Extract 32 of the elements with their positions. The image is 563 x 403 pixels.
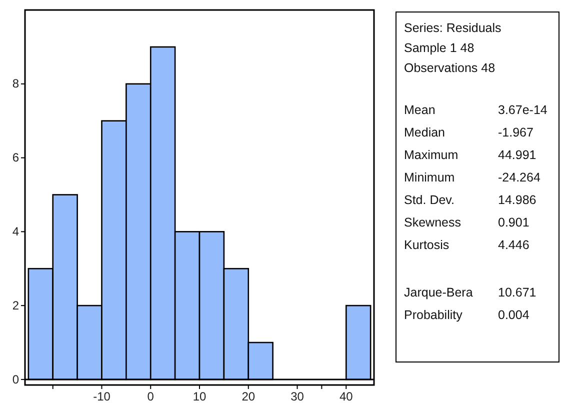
text: Probability — [404, 308, 464, 322]
text: 44.991 — [498, 148, 536, 162]
text: Jarque-Bera — [404, 286, 473, 300]
y-tick-label: 0 — [12, 372, 20, 386]
text: 4.446 — [498, 238, 530, 252]
x-tick-label: 10 — [192, 390, 206, 403]
y-tick-label: 4 — [12, 224, 20, 239]
y-tick-label: 8 — [12, 76, 20, 91]
text: 10.671 — [498, 286, 536, 300]
x-tick-label: 40 — [339, 390, 354, 403]
text: -24.264 — [498, 170, 540, 184]
text: Kurtosis — [404, 238, 450, 252]
x-tick-label: -10 — [93, 390, 111, 403]
text: Mean — [404, 103, 436, 117]
y-tick-label: 6 — [12, 150, 20, 165]
x-tick-label: 20 — [242, 390, 256, 403]
text: Maximum — [404, 148, 458, 162]
x-tick-label: 0 — [147, 390, 154, 403]
text: 3.67e-14 — [498, 103, 548, 117]
text: Skewness — [404, 216, 461, 230]
text: Median — [404, 126, 446, 140]
text: 0.901 — [498, 216, 530, 230]
text: 0.004 — [498, 308, 530, 322]
x-tick-label: 30 — [290, 390, 304, 403]
text: -1.967 — [498, 126, 534, 140]
text: Series: Residuals — [404, 21, 502, 35]
text: 14.986 — [498, 193, 536, 207]
text: Sample 1 48 — [404, 41, 474, 55]
text: Std. Dev. — [404, 193, 454, 207]
text: Minimum — [404, 170, 455, 184]
y-tick-label: 2 — [12, 298, 20, 312]
text: Observations 48 — [404, 61, 496, 75]
